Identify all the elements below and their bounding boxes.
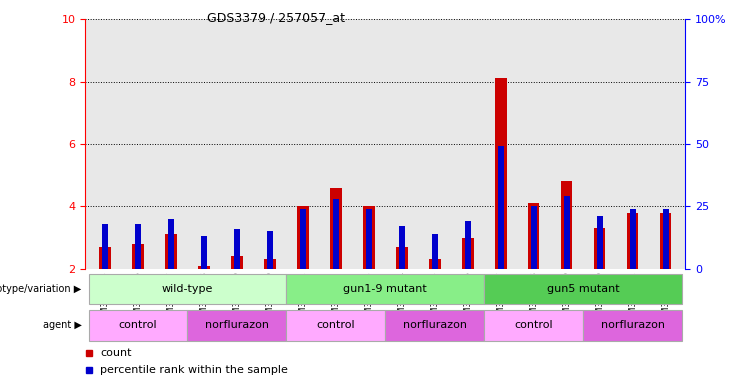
Bar bbox=[495, 78, 507, 269]
Bar bbox=[231, 257, 243, 269]
Text: control: control bbox=[119, 320, 157, 331]
Text: wild-type: wild-type bbox=[162, 284, 213, 294]
Bar bbox=[594, 228, 605, 269]
Bar bbox=[333, 199, 339, 269]
Bar bbox=[627, 213, 639, 269]
Bar bbox=[300, 209, 306, 269]
Bar bbox=[583, 310, 682, 341]
Bar bbox=[385, 310, 485, 341]
Bar bbox=[662, 209, 668, 269]
Bar bbox=[485, 274, 682, 304]
Bar bbox=[135, 224, 141, 269]
Bar bbox=[88, 274, 286, 304]
Bar bbox=[132, 244, 144, 269]
Bar bbox=[432, 234, 438, 269]
Bar bbox=[102, 224, 108, 269]
Text: norflurazon: norflurazon bbox=[403, 320, 467, 331]
Text: gun1-9 mutant: gun1-9 mutant bbox=[343, 284, 428, 294]
Bar bbox=[429, 260, 441, 269]
Bar bbox=[462, 238, 473, 269]
Text: agent ▶: agent ▶ bbox=[43, 320, 82, 331]
Bar bbox=[198, 266, 210, 269]
Bar bbox=[264, 260, 276, 269]
Text: control: control bbox=[514, 320, 553, 331]
Bar bbox=[399, 227, 405, 269]
Bar bbox=[99, 247, 110, 269]
Bar bbox=[88, 310, 187, 341]
Text: norflurazon: norflurazon bbox=[601, 320, 665, 331]
Bar bbox=[396, 247, 408, 269]
Bar bbox=[201, 236, 207, 269]
Bar bbox=[485, 310, 583, 341]
Text: genotype/variation ▶: genotype/variation ▶ bbox=[0, 284, 82, 294]
Bar bbox=[366, 209, 372, 269]
Bar bbox=[286, 310, 385, 341]
Bar bbox=[630, 209, 636, 269]
Bar bbox=[561, 182, 573, 269]
Bar bbox=[660, 213, 671, 269]
Bar bbox=[363, 207, 375, 269]
Bar bbox=[465, 221, 471, 269]
Bar bbox=[286, 274, 485, 304]
Bar bbox=[528, 203, 539, 269]
Bar bbox=[187, 310, 286, 341]
Bar bbox=[498, 147, 504, 269]
Text: GDS3379 / 257057_at: GDS3379 / 257057_at bbox=[207, 12, 345, 25]
Text: gun5 mutant: gun5 mutant bbox=[547, 284, 619, 294]
Bar bbox=[597, 217, 602, 269]
Bar bbox=[297, 207, 309, 269]
Bar bbox=[165, 235, 177, 269]
Bar bbox=[564, 197, 570, 269]
Bar bbox=[330, 188, 342, 269]
Bar bbox=[168, 219, 174, 269]
Bar bbox=[531, 207, 536, 269]
Text: control: control bbox=[316, 320, 355, 331]
Bar bbox=[267, 231, 273, 269]
Bar bbox=[234, 229, 240, 269]
Text: norflurazon: norflurazon bbox=[205, 320, 269, 331]
Text: count: count bbox=[100, 348, 132, 358]
Text: percentile rank within the sample: percentile rank within the sample bbox=[100, 365, 288, 375]
